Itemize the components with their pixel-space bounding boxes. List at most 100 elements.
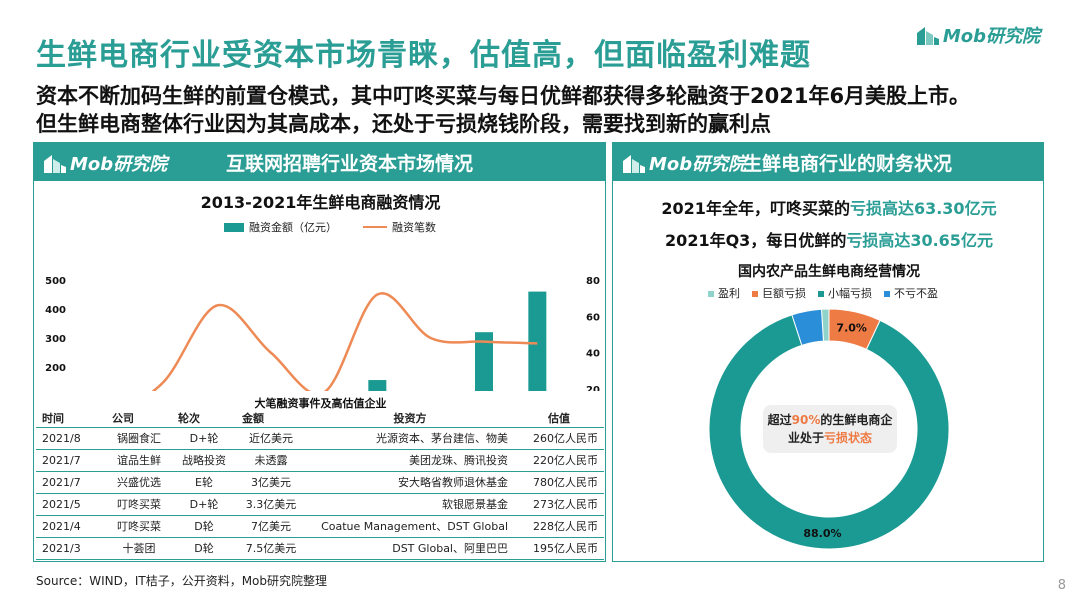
cell-investor: DST Global、阿里巴巴 <box>306 536 514 560</box>
subtitle-line-1: 资本不断加码生鲜的前置仓模式，其中叮咚买菜与每日优鲜都获得多轮融资于2021年6… <box>36 84 971 108</box>
legend-bar-label: 融资金额（亿元） <box>249 221 337 234</box>
page-number: 8 <box>1057 578 1066 593</box>
dingdong-loss-prefix: 2021年全年，叮咚买菜的 <box>661 199 850 218</box>
deals-table-row: 2021/7 谊品生鲜 战略投资 未透露 美团龙珠、腾讯投资 220亿人民币 <box>36 448 604 471</box>
cell-time: 2021/3 <box>36 536 106 560</box>
donut-legend-item: 不亏不盈 <box>884 285 938 301</box>
donut-slice-label: 88.0% <box>803 527 841 540</box>
donut-legend-item: 盈利 <box>708 285 740 301</box>
col-header-valuation: 估值 <box>514 409 604 428</box>
brand-text: Mob研究院 <box>942 26 1040 47</box>
y-left-tick-label: 400 <box>45 305 66 316</box>
brand-logo: Mob研究院 <box>916 22 1040 48</box>
funding-count-line <box>151 292 538 391</box>
cell-time: 2021/7 <box>36 448 106 471</box>
cell-company: 十荟团 <box>106 536 172 560</box>
y-right-tick-label: 80 <box>586 276 600 287</box>
y-right-tick-label: 40 <box>586 349 600 360</box>
deals-table-row: 2021/7 兴盛优选 E轮 3亿美元 安大略省教师退休基金 780亿人民币 <box>36 470 604 493</box>
donut-legend-item: 巨额亏损 <box>752 285 806 301</box>
cell-amount: 7.5亿美元 <box>236 536 306 560</box>
y-right-tick-label: 60 <box>586 312 600 323</box>
dingdong-loss-highlight: 亏损高达63.30亿元 <box>849 199 997 218</box>
source-note: Source：WIND，IT桔子，公开资料，Mob研究院整理 <box>36 574 328 588</box>
cell-company: 兴盛优选 <box>106 470 172 493</box>
cell-investor: 光源资本、茅台建信、物美 <box>306 426 514 449</box>
cell-round: 战略投资 <box>172 448 236 471</box>
mob-building-icon <box>623 155 645 173</box>
deals-table-row: 2021/3 十荟团 D轮 7.5亿美元 DST Global、阿里巴巴 195亿人民币 <box>36 536 604 560</box>
y-left-tick-label: 200 <box>45 363 66 374</box>
legend-line-label: 融资笔数 <box>392 221 436 234</box>
chart-legend: 融资金额（亿元） 融资笔数 <box>224 219 436 235</box>
cell-round: D轮 <box>172 536 236 560</box>
legend-line-swatch <box>363 226 387 228</box>
deals-table-row: 2021/5 叮咚买菜 D+轮 3.3亿美元 软银愿景基金 273亿人民币 <box>36 492 604 515</box>
legend-bar-swatch <box>224 222 244 232</box>
funding-amount-bar <box>475 332 493 391</box>
legend-bar-item: 融资金额（亿元） <box>224 219 337 235</box>
cell-round: E轮 <box>172 470 236 493</box>
deals-table-row: 2021/8 锅圈食汇 D+轮 近亿美元 光源资本、茅台建信、物美 260亿人民币 <box>36 426 604 449</box>
operations-donut-chart: 7.0% 88.0% <box>708 308 950 550</box>
donut-legend-label: 巨额亏损 <box>762 287 806 300</box>
donut-slice <box>791 308 825 346</box>
dingdong-loss-line: 2021年全年，叮咚买菜的亏损高达63.30亿元 <box>613 195 1045 219</box>
donut-legend-label: 小幅亏损 <box>828 287 872 300</box>
deals-table: 时间 公司 轮次 金额 投资方 估值 2021/8 锅圈食汇 D+轮 近亿美元 光源资本… <box>36 409 604 560</box>
cell-time: 2021/4 <box>36 514 106 537</box>
donut-center-label: 超过90%的生鲜电商企业处于亏损状态 <box>763 405 897 453</box>
cell-investor: 安大略省教师退休基金 <box>306 470 514 493</box>
deals-table-title: 大笔融资事件及高估值企业 <box>254 397 387 410</box>
cell-company: 谊品生鲜 <box>106 448 172 471</box>
cell-round: D+轮 <box>172 426 236 449</box>
cell-amount: 7亿美元 <box>236 514 306 537</box>
funding-amount-bar <box>528 291 547 391</box>
finance-panel: Mob研究院 生鲜电商行业的财务状况 2021年全年，叮咚买菜的亏损高达63.3… <box>612 142 1044 562</box>
col-header-round: 轮次 <box>172 409 236 428</box>
cell-valuation: 260亿人民币 <box>514 426 604 449</box>
panel-brand: Mob研究院 <box>623 150 746 176</box>
col-header-investor: 投资方 <box>306 409 514 428</box>
donut-slice-label: 7.0% <box>836 322 867 335</box>
mob-building-icon <box>916 27 939 45</box>
cell-round: D轮 <box>172 514 236 537</box>
cell-time: 2021/8 <box>36 426 106 449</box>
deals-table-row: 2021/4 叮咚买菜 D轮 7亿美元 Coatue Management、DST Gl… <box>36 514 604 537</box>
cell-company: 锅圈食汇 <box>106 426 172 449</box>
mob-building-icon <box>44 155 66 173</box>
col-header-time: 时间 <box>36 409 106 428</box>
col-header-amount: 金额 <box>236 409 306 428</box>
center-label-pre: 超过 <box>767 413 792 427</box>
cell-valuation: 220亿人民币 <box>514 448 604 471</box>
cell-amount: 近亿美元 <box>236 426 306 449</box>
panel-brand-text: Mob研究院 <box>70 154 168 175</box>
cell-time: 2021/7 <box>36 470 106 493</box>
col-header-company: 公司 <box>106 409 172 428</box>
cell-amount: 未透露 <box>236 448 306 471</box>
donut-title: 国内农产品生鲜电商经营情况 <box>738 264 920 280</box>
cell-valuation: 273亿人民币 <box>514 492 604 515</box>
donut-legend-label: 盈利 <box>718 287 740 300</box>
finance-panel-header: Mob研究院 生鲜电商行业的财务状况 <box>613 143 1043 181</box>
donut-legend-swatch <box>884 291 890 297</box>
donut-legend: 盈利 巨额亏损 小幅亏损 不亏不盈 <box>708 285 938 301</box>
center-label-mid: 的生鲜电商企业处于 <box>787 413 893 445</box>
center-label-tail: 亏损状态 <box>824 431 873 445</box>
legend-line-item: 融资笔数 <box>363 219 436 235</box>
funding-panel-title: 互联网招聘行业资本市场情况 <box>225 152 473 175</box>
funding-combo-chart: 0100200300400500020406080201320142015201… <box>45 276 600 391</box>
donut-slice <box>708 314 950 550</box>
y-left-tick-label: 300 <box>45 334 66 345</box>
finance-panel-title: 生鲜电商行业的财务状况 <box>743 152 953 175</box>
chart-title: 2013-2021年生鲜电商融资情况 <box>200 193 441 212</box>
missfresh-loss-prefix: 2021年Q3，每日优鲜的 <box>665 231 847 250</box>
center-label-pct: 90% <box>791 413 821 427</box>
donut-legend-swatch <box>752 291 758 297</box>
cell-company: 叮咚买菜 <box>106 514 172 537</box>
y-right-tick-label: 20 <box>586 385 600 391</box>
cell-investor: Coatue Management、DST Global <box>306 514 514 537</box>
cell-valuation: 195亿人民币 <box>514 536 604 560</box>
cell-company: 叮咚买菜 <box>106 492 172 515</box>
panel-brand-text: Mob研究院 <box>649 154 747 175</box>
